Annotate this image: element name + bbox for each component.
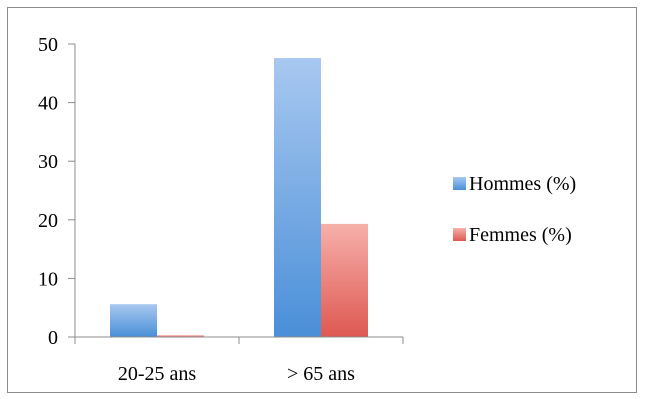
- legend-label-hommes: Hommes (%): [469, 173, 576, 195]
- legend-label-femmes: Femmes (%): [469, 224, 572, 246]
- legend-swatch-hommes: [453, 177, 466, 190]
- bar-hommes-1: [274, 58, 321, 338]
- bars-layer: [110, 58, 368, 338]
- legend: Hommes (%) Femmes (%): [453, 173, 576, 246]
- axes-layer: 0 10 20 30 40 50 20-25 ans > 65 ans: [38, 34, 404, 385]
- x-tick-label: 20-25 ans: [118, 363, 197, 385]
- y-tick-label: 20: [38, 210, 58, 232]
- bar-femmes-1: [321, 223, 368, 337]
- y-tick-label: 10: [38, 268, 58, 290]
- y-tick-label: 40: [38, 93, 58, 115]
- bar-hommes-0: [110, 304, 157, 337]
- legend-swatch-femmes: [453, 228, 466, 241]
- y-tick-label: 50: [38, 34, 58, 56]
- y-tick-label: 30: [38, 151, 58, 173]
- x-tick-label: > 65 ans: [287, 363, 355, 385]
- bar-femmes-0: [157, 335, 204, 337]
- y-tick-label: 0: [48, 327, 58, 349]
